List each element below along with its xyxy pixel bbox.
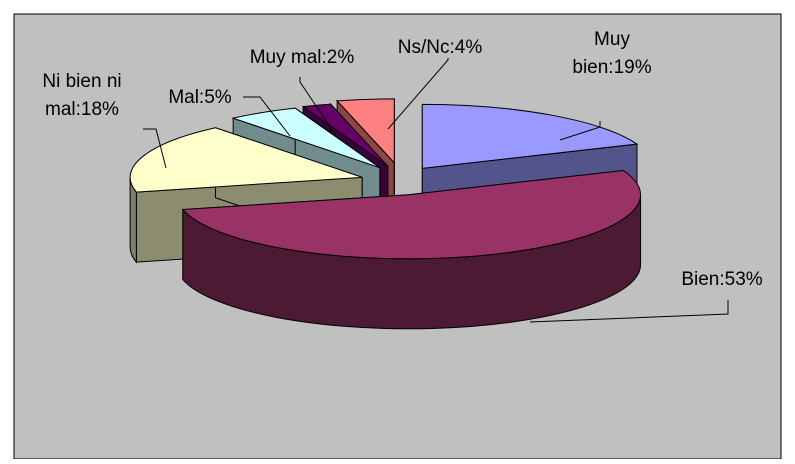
slice-top-muy-bien	[421, 103, 639, 169]
leader-line-ns-nc	[387, 58, 449, 130]
slice-bien	[181, 169, 642, 330]
leader-line-muy-mal	[299, 77, 334, 132]
leader-line-bien	[529, 300, 729, 323]
slice-top-muy-mal	[301, 103, 389, 167]
data-label-line: Bien:53%	[681, 269, 762, 290]
leader-line-ni-bien-ni-mal	[143, 128, 167, 169]
data-label-muy-mal: Muy mal:2%	[250, 47, 355, 68]
data-labels: Muy bien:19% Bien:53% Ni bien ni mal:18% Mal:…	[42, 29, 762, 290]
data-label-line: bien:19%	[572, 57, 651, 78]
data-label-muy-bien: Muy bien:19%	[572, 29, 651, 78]
data-label-line: Muy mal:2%	[250, 47, 355, 68]
data-label-ns-nc: Ns/Nc:4%	[398, 37, 483, 58]
pie-sides	[129, 98, 642, 330]
data-label-line: Ni bien ni	[42, 71, 121, 92]
data-label-bien: Bien:53%	[681, 269, 762, 290]
leader-lines	[143, 58, 729, 323]
data-label-ni-bien-ni-mal: Ni bien ni mal:18%	[42, 71, 121, 120]
data-label-line: mal:18%	[45, 99, 119, 120]
leader-line-muy-bien	[559, 121, 601, 141]
leader-line-mal	[243, 96, 291, 137]
data-label-line: Ns/Nc:4%	[398, 37, 483, 58]
slice-top-mal	[231, 107, 381, 169]
data-label-mal: Mal:5%	[168, 87, 231, 108]
data-label-line: Muy	[594, 29, 630, 50]
slice-top-bien	[181, 169, 642, 260]
slice-top-ns-nc	[336, 98, 395, 165]
slice-top-ni-bien-ni-mal	[129, 127, 363, 193]
data-label-line: Mal:5%	[168, 87, 231, 108]
